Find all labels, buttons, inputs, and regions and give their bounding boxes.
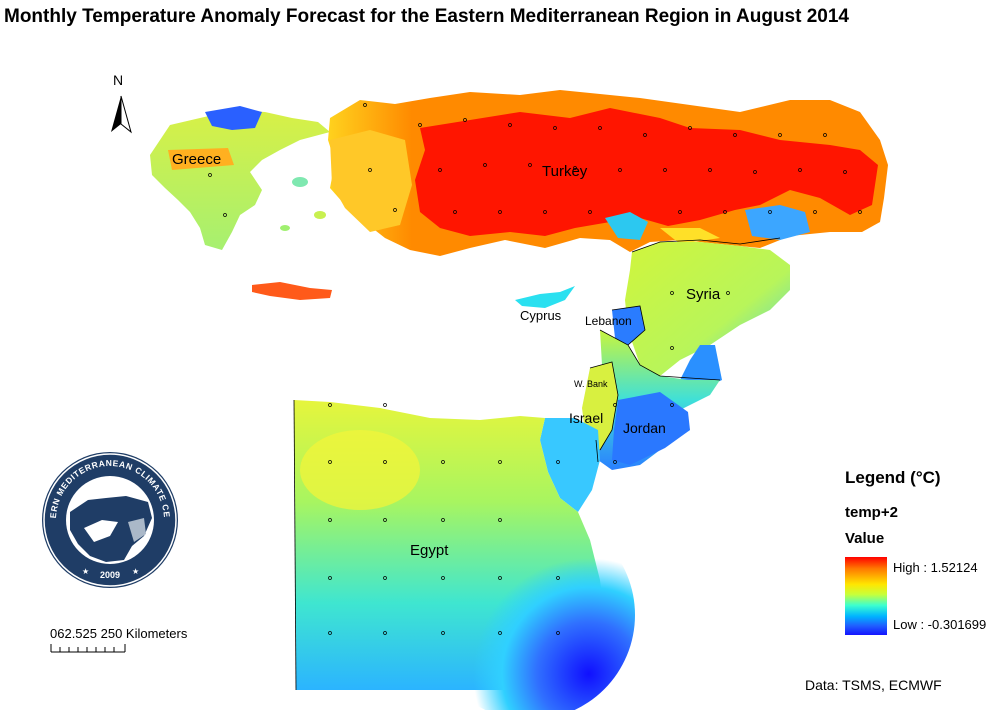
emcc-logo: EASTERN MEDITERRANEAN CLIMATE CENTRE 200… bbox=[40, 450, 178, 588]
island bbox=[280, 225, 290, 231]
legend-layer-name: temp+2 bbox=[845, 504, 898, 521]
logo-year: 2009 bbox=[100, 570, 120, 580]
turkey-cool-patch bbox=[605, 212, 648, 240]
crete-region bbox=[252, 282, 332, 300]
sinai-region bbox=[540, 418, 600, 512]
cyprus-region bbox=[515, 286, 575, 308]
label-jordan: Jordan bbox=[623, 420, 666, 436]
turkey-cool-patch bbox=[745, 205, 810, 240]
label-lebanon: Lebanon bbox=[585, 314, 632, 328]
turkey-yellow-patch bbox=[660, 228, 720, 244]
greece-orange-patch bbox=[168, 148, 234, 170]
label-egypt: Egypt bbox=[410, 542, 449, 559]
svg-text:★: ★ bbox=[82, 567, 89, 576]
map-title: Monthly Temperature Anomaly Forecast for… bbox=[4, 6, 849, 27]
data-credit: Data: TSMS, ECMWF bbox=[805, 677, 942, 693]
greece-blue-patch bbox=[205, 106, 262, 130]
north-label: N bbox=[113, 72, 124, 88]
label-turkey: Turkey bbox=[542, 163, 588, 180]
svg-text:★: ★ bbox=[132, 567, 139, 576]
island bbox=[314, 211, 326, 219]
syria-region bbox=[625, 242, 790, 376]
scale-ruler bbox=[50, 644, 126, 653]
legend-color-ramp bbox=[845, 557, 887, 635]
turkey-hot-core bbox=[415, 108, 878, 236]
scale-label: 062.525 250 Kilometers bbox=[50, 626, 188, 641]
jordan-region bbox=[612, 392, 690, 465]
label-greece: Greece bbox=[172, 151, 222, 168]
egypt-warm-north bbox=[300, 430, 420, 510]
label-israel: Israel bbox=[569, 410, 604, 426]
lebanon-region bbox=[612, 306, 645, 345]
turkey-west-yellow bbox=[330, 130, 412, 232]
legend-title: Legend (°C) bbox=[845, 468, 941, 487]
legend-field-name: Value bbox=[845, 530, 885, 547]
island bbox=[292, 177, 308, 187]
grid-points bbox=[208, 103, 862, 635]
syria-east-cool bbox=[680, 345, 722, 390]
legend-high-label: High : 1.52124 bbox=[893, 560, 978, 575]
greece-region bbox=[150, 110, 330, 250]
legend: Legend (°C) temp+2 Value High : 1.52124 … bbox=[845, 468, 986, 635]
scale-bar: 062.525 250 Kilometers bbox=[50, 626, 187, 660]
label-west-bank: W. Bank bbox=[574, 379, 608, 389]
label-cyprus: Cyprus bbox=[520, 308, 562, 323]
label-syria: Syria bbox=[686, 286, 721, 303]
egypt-cold-core bbox=[425, 510, 635, 710]
legend-low-label: Low : -0.301699 bbox=[893, 617, 987, 632]
north-arrow-icon bbox=[111, 95, 132, 134]
